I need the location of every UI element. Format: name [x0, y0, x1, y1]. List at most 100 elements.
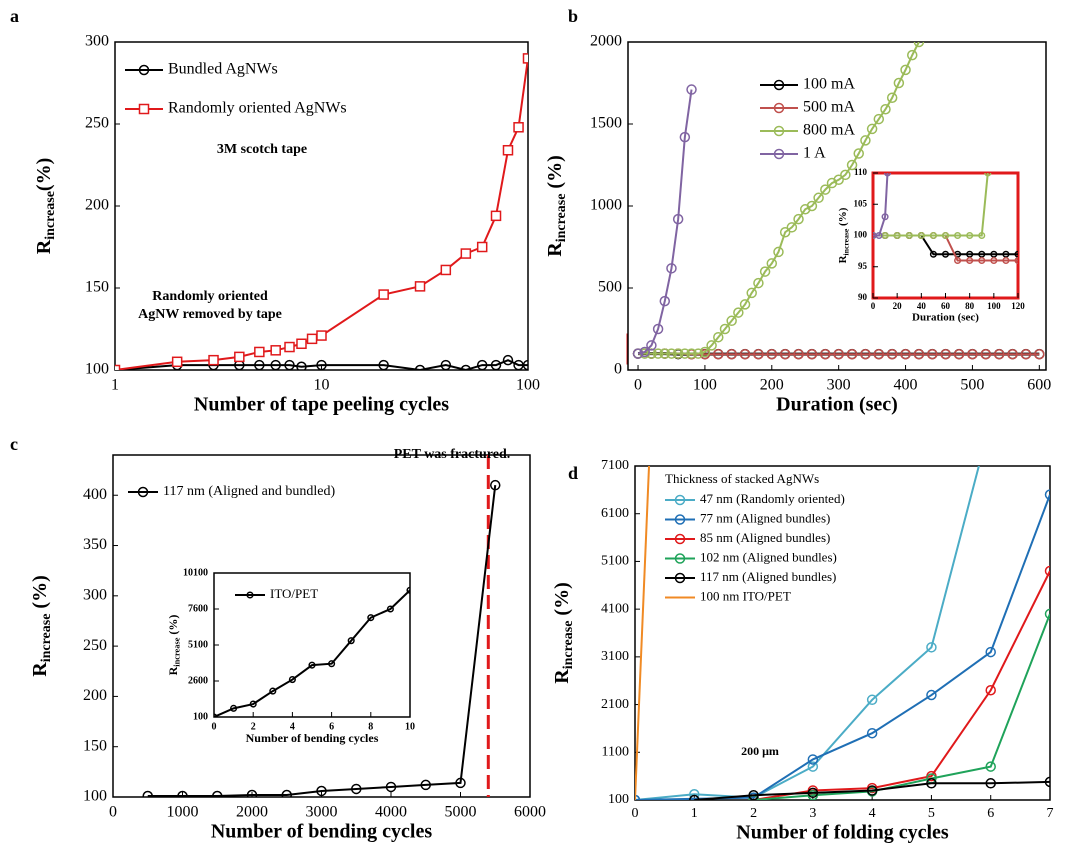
y-tick-label: 2100: [601, 697, 629, 712]
y-tick-label: 5100: [188, 639, 208, 650]
legend-label: 100 nm ITO/PET: [700, 588, 791, 603]
x-tick-label: 60: [941, 301, 951, 311]
legend-label: Bundled AgNWs: [168, 61, 278, 78]
marker: [524, 54, 533, 63]
x-tick-label: 4000: [375, 804, 407, 821]
x-tick-label: 4: [869, 806, 876, 821]
marker: [317, 331, 326, 340]
y-axis-label-part: R: [33, 239, 55, 254]
y-axis-label-part: (%): [551, 582, 573, 620]
panel-letter: a: [10, 6, 19, 26]
marker: [173, 357, 182, 366]
y-tick-label: 100: [83, 788, 107, 805]
y-tick-label: 7600: [188, 603, 208, 614]
legend-label: 47 nm (Randomly oriented): [700, 491, 845, 506]
y-axis-label-part: R: [551, 669, 573, 684]
x-tick-label: 2000: [236, 804, 268, 821]
y-tick-label: 10100: [183, 567, 208, 578]
legend-marker: [140, 105, 149, 114]
y-axis-label-part: (%): [33, 158, 55, 191]
marker: [379, 290, 388, 299]
x-tick-label: 0: [212, 721, 217, 732]
annotation: Randomly oriented: [152, 289, 268, 304]
y-axis-label-part: increase: [39, 614, 54, 663]
legend-label: 800 mA: [803, 122, 855, 139]
y-tick-label: 0: [614, 361, 622, 378]
marker: [308, 334, 317, 343]
x-tick-label: 3000: [306, 804, 338, 821]
x-axis-label: Number of bending cycles: [211, 821, 433, 843]
y-axis-label-part: increase: [841, 228, 850, 255]
x-tick-label: 80: [965, 301, 975, 311]
y-axis-label-part: increase: [561, 621, 576, 670]
panel-letter: d: [568, 463, 578, 483]
legend-label: 1 A: [803, 145, 826, 162]
x-tick-label: 300: [827, 377, 851, 394]
y-tick-label: 105: [854, 198, 868, 208]
x-tick-label: 120: [1011, 301, 1025, 311]
y-tick-label: 300: [85, 33, 109, 50]
y-axis-label-part: increase: [554, 194, 569, 243]
y-tick-label: 500: [598, 279, 622, 296]
y-tick-label: 150: [83, 737, 107, 754]
y-axis-label: Rincrease(%): [33, 158, 59, 255]
y-tick-label: 350: [83, 536, 107, 553]
marker: [478, 243, 487, 252]
x-tick-label: 400: [894, 377, 918, 394]
x-tick-label: 0: [109, 804, 117, 821]
y-axis-label-part: increase: [173, 637, 182, 666]
x-tick-label: 1000: [167, 804, 199, 821]
x-axis-label: Duration (sec): [776, 394, 898, 416]
x-tick-label: 2: [750, 806, 757, 821]
y-axis-label-part: (%): [166, 615, 180, 638]
annotation: 200 μm: [741, 744, 779, 758]
x-axis-label: Duration (sec): [912, 312, 979, 324]
y-axis-label-part: R: [166, 666, 180, 675]
y-tick-label: 5100: [601, 554, 629, 569]
legend-label: 100 mA: [803, 76, 855, 93]
y-axis-label-part: (%): [29, 575, 51, 613]
x-tick-label: 6000: [514, 804, 546, 821]
y-tick-label: 1500: [590, 115, 622, 132]
x-tick-label: 0: [871, 301, 876, 311]
y-axis-label: Rincrease (%): [29, 575, 55, 677]
panel-letter: c: [10, 434, 18, 454]
x-axis-label: Number of tape peeling cycles: [194, 394, 449, 416]
marker: [255, 347, 264, 356]
x-tick-label: 200: [760, 377, 784, 394]
legend-label: 85 nm (Aligned bundles): [700, 530, 830, 545]
x-tick-label: 100: [987, 301, 1001, 311]
y-axis-label-part: (%): [837, 207, 849, 228]
y-tick-label: 6100: [601, 506, 629, 521]
x-tick-label: 5000: [445, 804, 477, 821]
y-axis-label-part: R: [29, 662, 51, 677]
y-tick-label: 95: [858, 261, 868, 271]
y-tick-label: 100: [854, 230, 868, 240]
annotation: 3M scotch tape: [217, 142, 307, 157]
x-tick-label: 5: [928, 806, 935, 821]
y-tick-label: 100: [85, 361, 109, 378]
plot-area: [635, 466, 1050, 800]
x-tick-label: 1: [111, 377, 119, 394]
y-tick-label: 1000: [590, 197, 622, 214]
y-axis-label-part: (%): [544, 155, 566, 193]
legend-label: 77 nm (Aligned bundles): [700, 510, 830, 525]
legend-label: 500 mA: [803, 99, 855, 116]
x-tick-label: 6: [987, 806, 994, 821]
annotation: Thickness of stacked AgNWs: [665, 471, 819, 486]
y-tick-label: 100: [608, 792, 629, 807]
x-tick-label: 0: [632, 806, 639, 821]
panel-letter: b: [568, 6, 578, 26]
marker: [986, 416, 995, 425]
x-tick-label: 7: [1047, 806, 1054, 821]
x-tick-label: 1: [691, 806, 698, 821]
legend-label: 117 nm (Aligned bundles): [700, 569, 836, 584]
marker: [416, 282, 425, 291]
marker: [271, 346, 280, 355]
y-tick-label: 100: [193, 711, 208, 722]
y-tick-label: 300: [83, 586, 107, 603]
annotation: AgNW removed by tape: [138, 307, 282, 322]
x-tick-label: 3: [809, 806, 816, 821]
y-axis-label: Rincrease (%): [544, 155, 570, 257]
figure: a110100100150200250300Number of tape pee…: [0, 0, 1068, 863]
